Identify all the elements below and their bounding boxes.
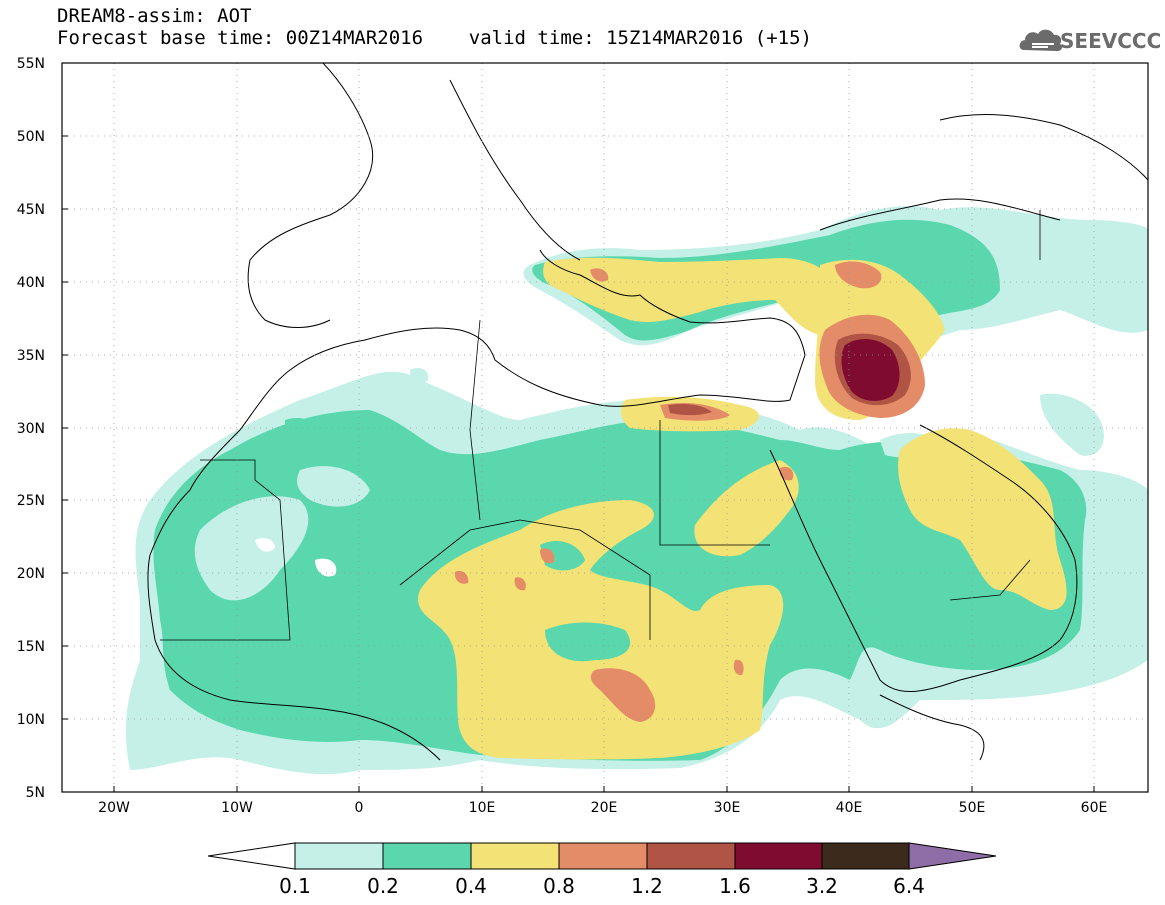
colorbar-swatch bbox=[821, 842, 910, 870]
x-tick-label: 10W bbox=[221, 800, 253, 816]
colorbar-swatch bbox=[734, 842, 823, 870]
x-tick-label: 40E bbox=[836, 800, 863, 816]
colorbar: 0.1 0.2 0.4 0.8 1.2 1.6 3.2 6.4 bbox=[207, 842, 997, 898]
aot-band-1.6 bbox=[841, 338, 900, 401]
colorbar-label: 6.4 bbox=[893, 874, 925, 898]
aot-band-0-holes bbox=[255, 537, 337, 577]
chart-title: DREAM8-assim: AOT bbox=[57, 5, 252, 27]
x-tick-label: 20E bbox=[591, 800, 618, 816]
y-tick-label: 40N bbox=[17, 275, 45, 291]
colorbar-swatch bbox=[294, 842, 384, 870]
colorbar-label: 0.4 bbox=[455, 874, 487, 898]
y-tick-label: 25N bbox=[17, 493, 45, 509]
borders bbox=[160, 210, 1041, 641]
cloud-logo-icon bbox=[1019, 29, 1063, 52]
y-tick-labels: 55N 50N 45N 40N 35N 30N 25N 20N 15N 10N … bbox=[17, 56, 45, 801]
colorbar-swatch bbox=[558, 842, 648, 870]
y-tick-label: 45N bbox=[17, 202, 45, 218]
colorbar-swatch bbox=[646, 842, 736, 870]
logo-text: SEEVCCC bbox=[1060, 29, 1162, 53]
x-tick-label: 0 bbox=[355, 800, 364, 816]
y-tick-label: 35N bbox=[17, 348, 45, 364]
y-tick-label: 30N bbox=[17, 421, 45, 437]
x-tick-label: 20W bbox=[98, 800, 130, 816]
colorbar-swatch bbox=[470, 842, 560, 870]
chart-subtitle: Forecast base time: 00Z14MAR2016 valid t… bbox=[57, 27, 812, 49]
x-tick-label: 50E bbox=[959, 800, 986, 816]
aot-field bbox=[62, 63, 1148, 792]
colorbar-label: 3.2 bbox=[806, 874, 838, 898]
y-tick-label: 20N bbox=[17, 566, 45, 582]
y-tick-label: 5N bbox=[26, 785, 45, 801]
y-tick-label: 10N bbox=[17, 712, 45, 728]
x-tick-labels: 20W 10W 0 10E 20E 30E 40E 50E 60E bbox=[98, 800, 1107, 816]
x-tick-label: 30E bbox=[714, 800, 741, 816]
x-tick-label: 10E bbox=[469, 800, 496, 816]
colorbar-label: 1.6 bbox=[719, 874, 751, 898]
grid-lines bbox=[62, 63, 1148, 792]
coastlines bbox=[147, 63, 1148, 761]
y-tick-label: 50N bbox=[17, 129, 45, 145]
x-tick-label: 60E bbox=[1081, 800, 1108, 816]
y-tick-label: 15N bbox=[17, 639, 45, 655]
colorbar-label: 0.1 bbox=[279, 874, 311, 898]
axis-ticks bbox=[62, 135, 1095, 792]
colorbar-swatch bbox=[382, 842, 472, 870]
colorbar-label: 1.2 bbox=[631, 874, 663, 898]
colorbar-label: 0.8 bbox=[543, 874, 575, 898]
colorbar-label: 0.2 bbox=[367, 874, 399, 898]
colorbar-high-arrow bbox=[908, 842, 997, 870]
y-tick-label: 55N bbox=[17, 56, 45, 72]
colorbar-low-arrow bbox=[207, 842, 296, 870]
